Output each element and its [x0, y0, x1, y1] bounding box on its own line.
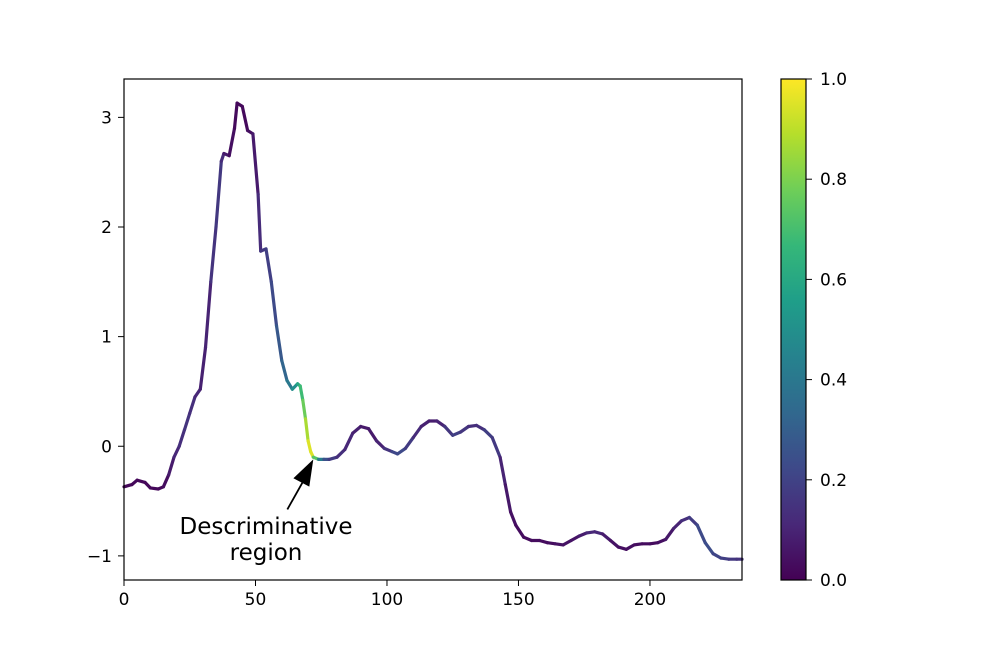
colorbar-tick-label: 1.0	[820, 70, 847, 90]
line-segment	[490, 435, 502, 459]
line-segment	[264, 247, 273, 284]
y-axis: −1 0 1 2 3	[87, 108, 124, 567]
line-segment	[172, 444, 181, 459]
line-segment	[443, 424, 455, 437]
y-tick-label: 0	[101, 437, 112, 457]
line-segment	[198, 346, 208, 391]
line-segment	[343, 431, 355, 452]
line-segment	[367, 427, 379, 443]
line-segment	[227, 126, 237, 158]
plot-area	[122, 101, 744, 561]
line-segment	[167, 455, 176, 477]
x-tick-label: 100	[371, 590, 403, 610]
y-tick-label: 2	[101, 218, 112, 238]
line-segment	[411, 424, 423, 440]
line-segment	[274, 324, 284, 363]
line-segment	[664, 526, 676, 542]
line-segment	[214, 159, 223, 229]
colorbar-ticks: 0.0 0.2 0.4 0.6 0.8 1.0	[806, 70, 847, 591]
line-segment	[177, 428, 187, 448]
annotation-text: Descriminative	[180, 514, 353, 540]
line-segment	[703, 541, 715, 556]
colorbar-gradient	[780, 78, 807, 581]
y-tick-label: 1	[101, 328, 112, 348]
x-axis: 0 50 100 150 200	[119, 580, 666, 610]
line-segment	[209, 225, 218, 284]
line-segment	[600, 532, 613, 543]
line-segment	[514, 523, 526, 539]
line-segment	[695, 523, 707, 545]
data-line	[122, 101, 744, 561]
line-segment	[285, 378, 294, 391]
line-segment	[269, 280, 279, 328]
line-segment	[298, 384, 305, 402]
line-segment	[482, 428, 494, 440]
line-segment	[232, 101, 239, 130]
line-segment	[251, 132, 260, 196]
line-segment	[161, 473, 171, 489]
line-segment	[419, 419, 431, 429]
colorbar-tick-label: 0.6	[820, 270, 847, 290]
line-segment	[503, 483, 513, 514]
line-segment	[403, 435, 415, 450]
y-tick-label: −1	[87, 547, 112, 567]
line-segment	[240, 104, 250, 133]
line-segment	[374, 439, 386, 450]
line-segment	[256, 192, 263, 253]
line-segment	[459, 424, 471, 434]
line-segment	[303, 417, 310, 443]
line-segment	[335, 447, 347, 459]
line-segment	[671, 519, 684, 531]
line-segment	[498, 455, 507, 487]
line-segment	[435, 419, 447, 429]
line-segment	[395, 446, 407, 456]
x-tick-label: 150	[502, 590, 534, 610]
x-tick-label: 50	[245, 590, 267, 610]
line-segment	[301, 398, 308, 421]
line-segment	[509, 510, 518, 527]
annotation-arrow-head	[293, 459, 314, 487]
colorbar-tick-label: 0.8	[820, 170, 847, 190]
axes-frame	[123, 78, 743, 581]
x-tick-label: 0	[119, 590, 130, 610]
colorbar-tick-label: 0.0	[820, 571, 847, 591]
line-segment	[182, 411, 192, 432]
colorbar-tick-label: 0.2	[820, 471, 847, 491]
annotation-text: region	[230, 540, 303, 566]
y-tick-label: 3	[101, 108, 112, 128]
line-segment	[188, 395, 197, 415]
line-segment	[306, 439, 313, 454]
line-segment	[203, 280, 213, 350]
colorbar-tick-label: 0.4	[820, 371, 847, 391]
line-segment	[351, 424, 363, 435]
colorbar: 0.0 0.2 0.4 0.6 0.8 1.0	[780, 70, 847, 591]
line-segment	[608, 538, 621, 549]
x-tick-label: 200	[634, 590, 666, 610]
line-segment	[687, 515, 699, 527]
line-segment	[280, 359, 289, 383]
